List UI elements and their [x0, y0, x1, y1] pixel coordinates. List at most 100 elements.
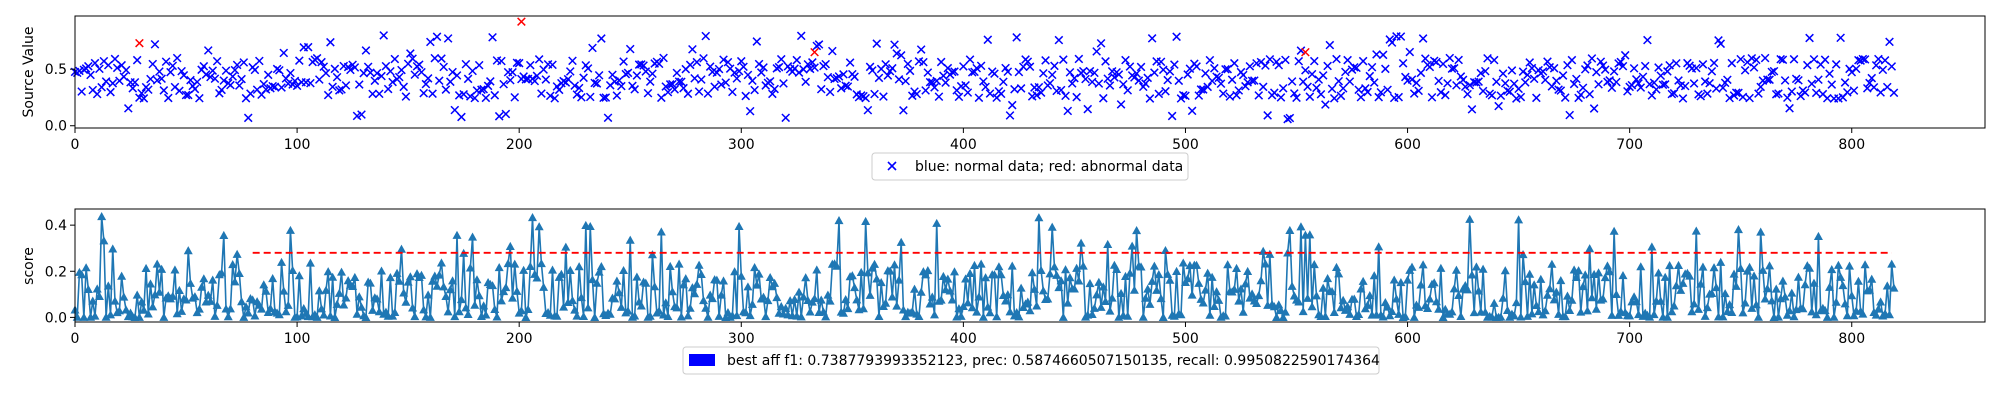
score-point: [1669, 301, 1679, 310]
score-point: [694, 260, 704, 269]
normal-data-point: [1216, 79, 1226, 89]
score-point: [936, 295, 946, 304]
normal-data-point: [370, 76, 380, 86]
normal-data-point: [565, 67, 575, 76]
normal-data-point: [132, 55, 142, 65]
score-point: [465, 263, 475, 272]
score-point: [1165, 275, 1175, 284]
score-point: [841, 295, 851, 304]
score-point: [974, 292, 984, 301]
score-point: [556, 269, 566, 278]
score-point: [217, 268, 227, 277]
score-point: [274, 310, 284, 319]
normal-data-point: [1287, 77, 1297, 86]
score-point: [1198, 298, 1208, 307]
normal-data-point: [157, 74, 166, 84]
score-point: [1200, 285, 1210, 294]
score-point: [288, 265, 298, 275]
score-point: [661, 298, 671, 307]
x-tick-label: 800: [1838, 331, 1865, 347]
score-point: [1327, 286, 1337, 296]
normal-data-point: [1072, 92, 1081, 102]
normal-data-point: [470, 93, 480, 103]
normal-data-point: [1418, 34, 1428, 43]
normal-data-point: [414, 60, 424, 69]
normal-data-point: [632, 71, 642, 80]
score-point: [1469, 308, 1479, 317]
score-point: [332, 299, 342, 308]
score-point: [150, 290, 160, 299]
normal-data-point: [1751, 55, 1761, 65]
normal-data-point: [870, 89, 879, 99]
normal-data-point: [143, 85, 153, 95]
normal-data-point: [177, 66, 186, 76]
score-point: [1103, 239, 1113, 248]
normal-data-point: [696, 75, 706, 84]
score-point: [279, 286, 289, 295]
normal-data-point: [1767, 67, 1777, 77]
score-point: [390, 307, 400, 316]
score-point: [1107, 293, 1117, 302]
normal-data-point: [512, 58, 522, 68]
score-point: [1882, 281, 1892, 290]
score-point: [1707, 288, 1717, 298]
score-point: [1145, 299, 1155, 308]
normal-data-point: [232, 60, 242, 70]
normal-data-point: [1449, 63, 1459, 73]
score-point: [605, 309, 615, 318]
normal-data-point: [1196, 85, 1206, 94]
score-point: [930, 310, 939, 319]
score-point: [1449, 284, 1459, 293]
score-point: [587, 275, 597, 284]
normal-data-point: [1800, 88, 1810, 97]
score-point: [1549, 295, 1559, 304]
normal-data-point: [1158, 65, 1168, 75]
normal-data-point: [1050, 61, 1059, 71]
score-point: [405, 272, 415, 281]
score-point: [696, 269, 706, 278]
score-point: [237, 297, 247, 306]
score-point: [676, 312, 686, 321]
normal-data-point: [1572, 74, 1581, 84]
score-point: [1394, 309, 1404, 318]
score-point: [448, 276, 458, 285]
x-tick-label: 100: [284, 137, 311, 153]
score-point: [434, 270, 444, 279]
score-point: [1307, 302, 1317, 311]
score-point: [1383, 302, 1393, 311]
normal-data-point: [419, 88, 429, 98]
normal-data-point: [1507, 66, 1517, 75]
normal-data-point: [976, 61, 986, 71]
score-point: [1280, 307, 1290, 316]
score-point: [1822, 312, 1832, 321]
normal-data-point: [705, 62, 715, 71]
score-point: [1525, 269, 1535, 278]
score-point: [1007, 261, 1017, 270]
score-point: [1662, 312, 1672, 321]
normal-data-point: [743, 70, 753, 80]
score-point: [1305, 230, 1315, 239]
normal-data-point: [1167, 111, 1177, 121]
normal-data-point: [166, 67, 175, 77]
normal-data-point: [1409, 89, 1419, 98]
normal-data-point: [239, 58, 249, 67]
normal-data-point: [1434, 76, 1443, 86]
score-point: [1349, 294, 1359, 303]
normal-data-point: [1329, 93, 1339, 103]
score-point: [972, 307, 982, 316]
normal-data-point: [770, 84, 779, 94]
x-tick-label: 300: [728, 331, 755, 347]
score-point: [1498, 293, 1508, 302]
score-point: [203, 290, 213, 299]
score-point: [157, 264, 167, 273]
score-point: [1125, 268, 1135, 277]
score-point: [137, 297, 147, 306]
score-point: [1738, 308, 1748, 317]
score-point: [1260, 259, 1270, 268]
normal-data-point: [1649, 78, 1659, 88]
score-point: [321, 285, 331, 294]
normal-data-point: [368, 89, 377, 99]
normal-data-point: [754, 59, 764, 69]
score-point: [436, 258, 446, 267]
normal-data-point: [1874, 54, 1883, 64]
